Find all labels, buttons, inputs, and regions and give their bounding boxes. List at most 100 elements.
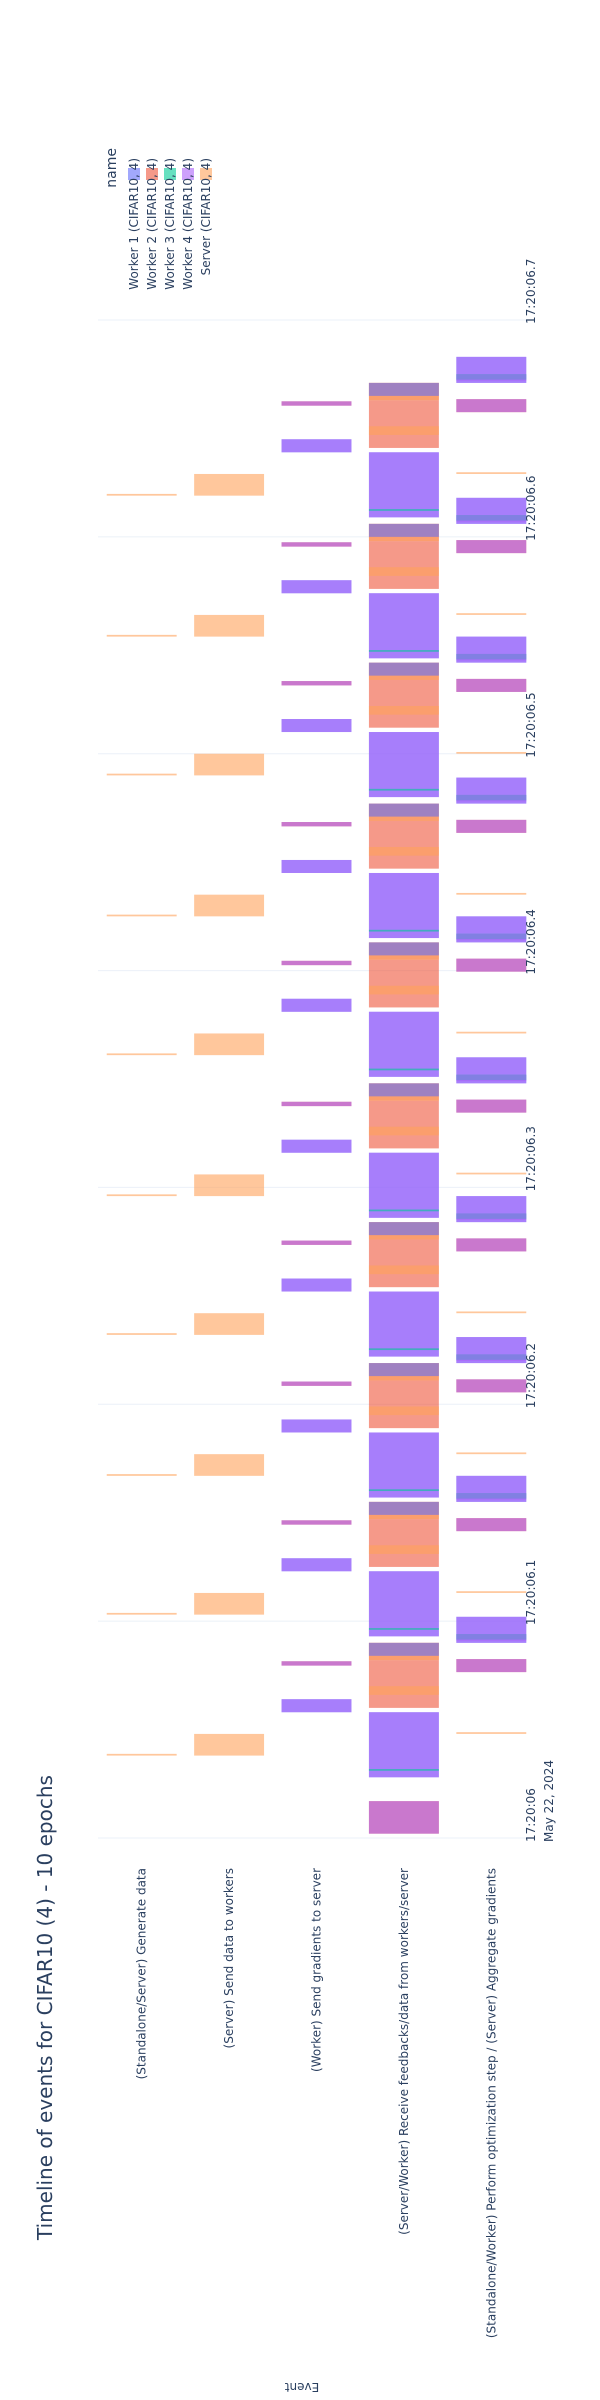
legend-label[interactable]: Worker 3 (CIFAR10, 4) (163, 158, 177, 290)
timeline-bar (281, 681, 352, 686)
timeline-bar (281, 1240, 352, 1245)
legend-label[interactable]: Worker 2 (CIFAR10, 4) (145, 158, 159, 290)
legend-swatch[interactable] (200, 168, 212, 180)
timeline-bar (106, 493, 177, 496)
x-tick-labels: 17:20:06 17:20:06.1 17:20:06.2 17:20:06.3 17… (524, 259, 538, 1842)
timeline-bar (106, 1474, 177, 1476)
timeline-bar (281, 859, 352, 873)
timeline-bar (456, 1172, 527, 1175)
timeline-bar (368, 846, 439, 856)
timeline-bar (368, 567, 439, 576)
timeline-bar (281, 1101, 352, 1107)
timeline-bar (456, 1213, 527, 1220)
legend-title: name (104, 148, 120, 188)
timeline-bar (368, 1348, 439, 1351)
x-tick-label: 17:20:06 (524, 1788, 538, 1842)
legend-swatch[interactable] (128, 168, 140, 180)
bars (106, 356, 527, 1834)
timeline-bar (368, 1239, 439, 1288)
timeline-bar (456, 399, 527, 413)
timeline-bar (456, 472, 527, 474)
timeline-bar (281, 1558, 352, 1572)
timeline-bar (368, 985, 439, 995)
y-axis-title: Event (285, 2380, 320, 2394)
timeline-bar (281, 719, 352, 733)
timeline-bar (456, 1493, 527, 1500)
timeline-bar (281, 960, 352, 966)
timeline-bar (368, 1265, 439, 1275)
timeline-bar (368, 732, 439, 798)
timeline-bar (456, 1591, 527, 1593)
x-tick-label: 17:20:06.4 (524, 909, 538, 974)
timeline-bar (368, 872, 439, 939)
timeline-bar (368, 1083, 439, 1097)
timeline-bar (368, 1068, 439, 1071)
timeline-bar (106, 1612, 177, 1615)
timeline-bar (456, 1238, 527, 1252)
timeline-bar (368, 1686, 439, 1695)
timeline-bar (456, 819, 527, 833)
timeline-bar (368, 541, 439, 589)
timeline-bar (456, 1311, 527, 1314)
x-tick-label: 17:20:06.7 (524, 259, 538, 324)
timeline-bar (368, 679, 439, 728)
timeline-bar (368, 1209, 439, 1212)
category-label: (Standalone/Worker) Perform optimization… (484, 1868, 498, 2338)
timeline-bar (194, 1174, 265, 1197)
timeline-bar (368, 1380, 439, 1429)
legend-swatch[interactable] (182, 168, 194, 180)
timeline-bar (456, 1518, 527, 1532)
timeline-bar (456, 958, 527, 972)
timeline-bar (194, 1454, 265, 1476)
legend-label[interactable]: Worker 4 (CIFAR10, 4) (181, 158, 195, 290)
timeline-bar (368, 1501, 439, 1515)
category-label: (Server/Worker) Receive feedbacks/data f… (397, 1868, 411, 2235)
timeline-bar (194, 1033, 265, 1056)
timeline-bar (281, 1661, 352, 1666)
timeline-bar (456, 751, 527, 754)
timeline-bar (368, 1291, 439, 1357)
timeline-bar (368, 593, 439, 659)
timeline-bar (106, 1053, 177, 1056)
timeline-bar (281, 1419, 352, 1433)
timeline-bar (368, 1011, 439, 1077)
timeline-bar (368, 1363, 439, 1377)
timeline-bar (456, 653, 527, 661)
timeline-bar (368, 706, 439, 715)
timeline-bar (368, 1222, 439, 1236)
legend-swatch[interactable] (164, 168, 176, 180)
timeline-bar (368, 400, 439, 448)
timeline-bar (456, 1031, 527, 1034)
timeline-bar (368, 1406, 439, 1416)
category-label: (Standalone/Server) Generate data (135, 1868, 149, 2079)
legend-label[interactable]: Worker 1 (CIFAR10, 4) (127, 158, 141, 290)
timeline-bar (194, 1733, 265, 1756)
timeline-bar (456, 1074, 527, 1082)
timeline-bar (368, 662, 439, 676)
timeline-bar (281, 998, 352, 1012)
timeline-bar (368, 382, 439, 396)
timeline-bar (456, 1634, 527, 1641)
timeline-bar (368, 1519, 439, 1567)
legend-label[interactable]: Server (CIFAR10, 4) (199, 158, 213, 275)
legend-swatch[interactable] (146, 168, 158, 180)
timeline-bar (368, 820, 439, 869)
timeline-bar (456, 1659, 527, 1673)
timeline-bar (368, 929, 439, 932)
timeline-bar (281, 401, 352, 406)
timeline-bar (194, 1313, 265, 1335)
x-tick-date: May 22, 2024 (542, 1760, 556, 1842)
timeline-bar (281, 439, 352, 453)
category-label: (Worker) Send gradients to server (310, 1868, 324, 2072)
timeline-bar (456, 1354, 527, 1361)
timeline-bar (368, 509, 439, 511)
timeline-bar (368, 1712, 439, 1778)
timeline-bar (281, 580, 352, 594)
timeline-bar (456, 374, 527, 381)
timeline-bar (368, 1545, 439, 1554)
timeline-bar (368, 426, 439, 435)
timeline-bar (368, 1489, 439, 1492)
timeline-bar (368, 959, 439, 1008)
timeline-bar (368, 452, 439, 518)
